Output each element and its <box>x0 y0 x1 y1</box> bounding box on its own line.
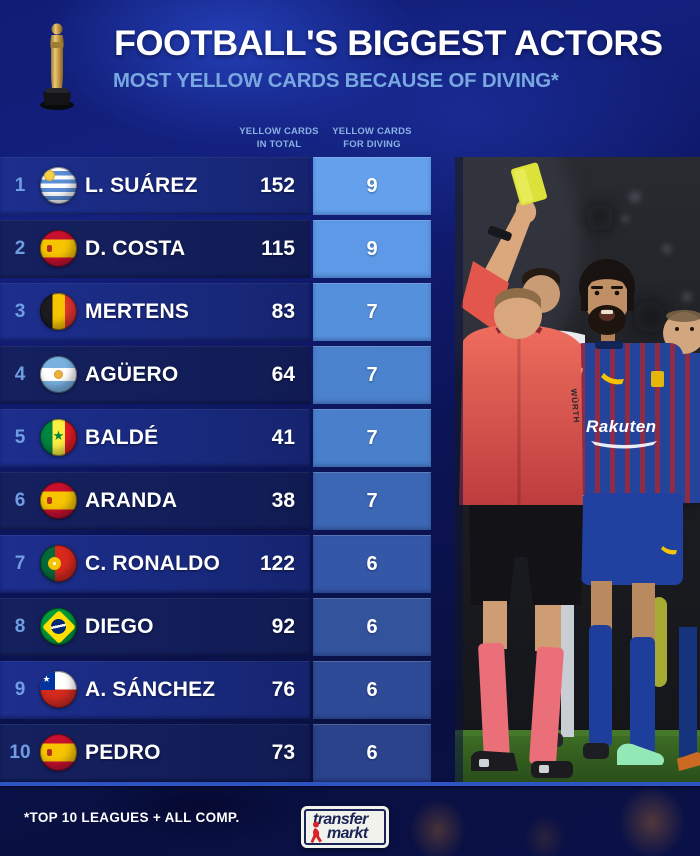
table-bottom-divider <box>0 782 700 786</box>
column-header-total: YELLOW CARDS IN TOTAL <box>218 126 340 152</box>
diving-yellow-cards-cell: 9 <box>313 220 431 278</box>
referee-figure: WÜRTH <box>459 162 583 778</box>
table-row: 5 BALDÉ 41 7 <box>0 409 431 467</box>
diving-yellow-cards-cell: 7 <box>313 472 431 530</box>
diving-yellow-cards-cell: 7 <box>313 283 431 341</box>
column-header-diving: YELLOW CARDS FOR DIVING <box>311 126 433 152</box>
table-row: 2 D. COSTA 115 9 <box>0 220 431 278</box>
player-name: DIEGO <box>85 615 154 638</box>
column-header-diving-line1: YELLOW CARDS <box>332 126 412 137</box>
player-name: L. SUÁREZ <box>85 174 198 197</box>
page-subtitle: MOST YELLOW CARDS BECAUSE OF DIVING* <box>113 70 559 92</box>
rank-label: 1 <box>14 175 26 196</box>
diving-yellow-cards-cell: 6 <box>313 598 431 656</box>
country-flag-icon <box>40 419 77 456</box>
player-name: PEDRO <box>85 741 161 764</box>
diving-yellow-cards-cell: 6 <box>313 661 431 719</box>
diving-yellow-cards-cell: 6 <box>313 724 431 782</box>
diving-yellow-cards-cell: 6 <box>313 535 431 593</box>
referee-raised-arm <box>483 209 533 289</box>
country-flag-icon <box>40 293 77 330</box>
transfermarkt-logo: transfer markt <box>301 806 389 848</box>
yellow-card <box>511 162 547 206</box>
rank-label: 2 <box>14 238 26 259</box>
jersey-sponsor-text: Rakuten <box>586 417 657 436</box>
total-yellow-cards-value: 152 <box>259 174 295 197</box>
country-flag-icon <box>40 356 77 393</box>
total-yellow-cards-value: 41 <box>271 426 295 449</box>
table-row: 7 C. RONALDO 122 6 <box>0 535 431 593</box>
table-row: 6 ARANDA 38 7 <box>0 472 431 530</box>
player-name: BALDÉ <box>85 426 159 449</box>
oscar-trophy-icon <box>40 23 74 110</box>
rank-label: 7 <box>14 553 26 574</box>
country-flag-icon <box>40 545 77 582</box>
total-yellow-cards-value: 38 <box>271 489 295 512</box>
club-crest-icon <box>651 371 664 387</box>
logo-text-line1: transfer <box>313 811 368 828</box>
country-flag-icon <box>40 734 77 771</box>
rank-label: 4 <box>14 364 26 385</box>
column-header-total-line1: YELLOW CARDS <box>239 126 319 137</box>
diving-yellow-cards-cell: 7 <box>313 409 431 467</box>
referee-sleeve-text: WÜRTH <box>569 388 581 423</box>
total-yellow-cards-value: 122 <box>259 552 295 575</box>
rank-label: 9 <box>14 679 26 700</box>
total-yellow-cards-value: 73 <box>271 741 295 764</box>
diving-yellow-cards-cell: 9 <box>313 157 431 215</box>
player-name: C. RONALDO <box>85 552 220 575</box>
footnote: *TOP 10 LEAGUES + ALL COMP. <box>24 810 240 825</box>
player-name: ARANDA <box>85 489 178 512</box>
country-flag-icon <box>40 671 77 708</box>
player-name: A. SÁNCHEZ <box>85 678 216 701</box>
table-row: 9 A. SÁNCHEZ 76 6 <box>0 661 431 719</box>
transfermarkt-logo-frame: transfer markt <box>304 809 386 845</box>
match-photo: Rakuten <box>455 157 700 782</box>
country-flag-icon <box>40 482 77 519</box>
rank-label: 8 <box>14 616 26 637</box>
logo-text-line2: markt <box>327 825 368 842</box>
rank-label: 5 <box>14 427 26 448</box>
country-flag-icon <box>40 230 77 267</box>
suarez-figure: Rakuten <box>571 259 683 765</box>
table-row: 8 DIEGO 92 6 <box>0 598 431 656</box>
country-flag-icon <box>40 167 77 204</box>
rank-label: 3 <box>14 301 26 322</box>
rank-label: 10 <box>9 742 31 763</box>
total-yellow-cards-value: 83 <box>271 300 295 323</box>
country-flag-icon <box>40 608 77 645</box>
diving-yellow-cards-cell: 7 <box>313 346 431 404</box>
total-yellow-cards-value: 64 <box>271 363 295 386</box>
nike-swoosh-icon <box>601 373 624 385</box>
table-row: 3 MERTENS 83 7 <box>0 283 431 341</box>
player-name: MERTENS <box>85 300 190 323</box>
page-title: FOOTBALL'S BIGGEST ACTORS <box>114 24 663 63</box>
rank-label: 6 <box>14 490 26 511</box>
player-name: AGÜERO <box>85 363 179 386</box>
player-name: D. COSTA <box>85 237 186 260</box>
total-yellow-cards-value: 92 <box>271 615 295 638</box>
table-row: 1 L. SUÁREZ 152 9 <box>0 157 431 215</box>
table-row: 4 AGÜERO 64 7 <box>0 346 431 404</box>
total-yellow-cards-value: 115 <box>261 237 295 260</box>
column-header-total-line2: IN TOTAL <box>256 138 302 150</box>
total-yellow-cards-value: 76 <box>271 678 295 701</box>
table-row: 10 PEDRO 73 6 <box>0 724 431 782</box>
column-header-diving-line2: FOR DIVING <box>343 138 401 150</box>
logo-player-icon <box>310 821 322 843</box>
